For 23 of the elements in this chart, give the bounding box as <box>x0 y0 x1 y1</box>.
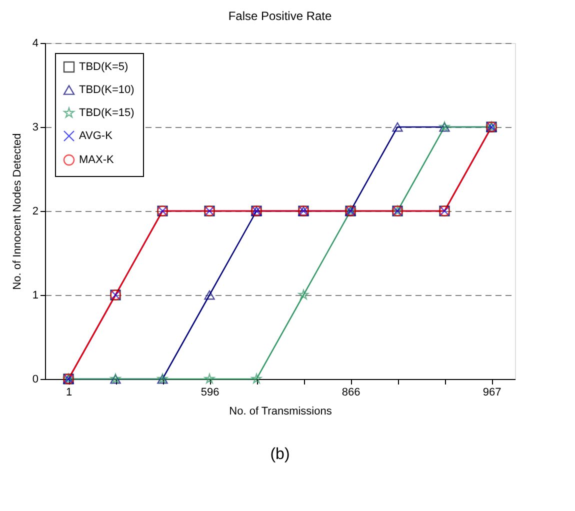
y-tick-label: 1 <box>32 290 38 302</box>
legend-label: TBD(K=5) <box>79 61 128 73</box>
legend-label: MAX-K <box>79 154 114 166</box>
y-axis-title: No. of Innocent Nodes Detected <box>11 133 24 290</box>
y-tick-label: 4 <box>32 38 38 50</box>
legend-label: AVG-K <box>79 130 114 142</box>
x-tick-label: 866 <box>342 386 360 398</box>
x-tick-label: 967 <box>482 386 502 398</box>
chart-title: False Positive Rate <box>228 9 332 23</box>
point <box>204 374 215 384</box>
point <box>392 122 403 132</box>
legend-label: TBD(K=15) <box>79 107 134 119</box>
y-tick-label: 2 <box>32 206 38 218</box>
y-tick-label: 3 <box>32 122 38 134</box>
x-tick-label: 596 <box>200 386 220 398</box>
legend-label: TBD(K=10) <box>79 84 134 96</box>
x-tick-label: 1 <box>66 386 72 398</box>
point <box>251 374 262 384</box>
point <box>298 290 309 300</box>
point <box>204 290 215 300</box>
text: (b) <box>270 446 290 463</box>
y-tick-label: 0 <box>32 374 38 386</box>
x-axis-title: No. of Transmissions <box>229 406 332 418</box>
